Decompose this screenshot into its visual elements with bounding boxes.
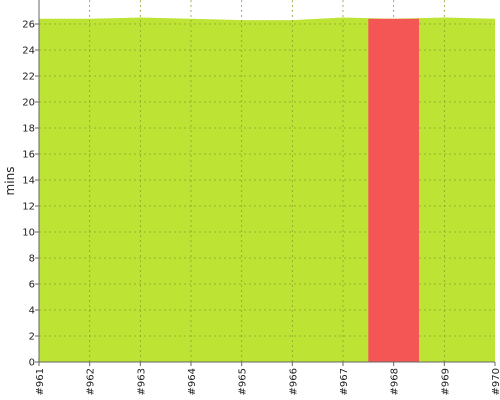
y-tick-label-18: 18 [22, 124, 35, 135]
x-tick-label-961: #961 [35, 368, 46, 395]
x-tick-label-966: #966 [288, 368, 299, 395]
x-tick-label-965: #965 [238, 368, 249, 395]
x-tick-label-967: #967 [339, 368, 350, 395]
y-tick-label-12: 12 [22, 202, 35, 213]
y-tick-label-6: 6 [29, 280, 35, 291]
x-tick-label-963: #963 [136, 368, 147, 395]
highlight-bar-968[interactable] [368, 18, 419, 363]
x-tick-label-969: #969 [440, 368, 451, 395]
x-tick-label-968: #968 [390, 368, 401, 395]
y-tick-label-16: 16 [22, 150, 35, 161]
x-tick-labels: #961 #962 #963 #964 #965 #966 #967 #968 #969 #970 [35, 368, 500, 395]
y-axis-label: mins [3, 167, 17, 196]
y-tick-label-4: 4 [29, 306, 35, 317]
y-tick-label-22: 22 [22, 72, 35, 83]
axes [35, 0, 496, 366]
y-tick-label-2: 2 [29, 332, 35, 343]
highlight-bar-layer [368, 18, 419, 363]
y-tick-label-0: 0 [29, 358, 35, 369]
x-tick-label-962: #962 [86, 368, 97, 395]
y-tick-label-14: 14 [22, 176, 35, 187]
x-tick-label-964: #964 [187, 368, 198, 395]
y-tick-label-26: 26 [22, 20, 35, 31]
y-tick-label-24: 24 [22, 46, 35, 57]
x-tick-label-970: #970 [491, 368, 500, 395]
area-series [39, 17, 495, 362]
y-tick-label-20: 20 [22, 98, 35, 109]
duration-area [39, 0, 495, 362]
grid-lines [89, 0, 445, 362]
y-tick-label-10: 10 [22, 228, 35, 239]
y-tick-label-8: 8 [29, 254, 35, 265]
